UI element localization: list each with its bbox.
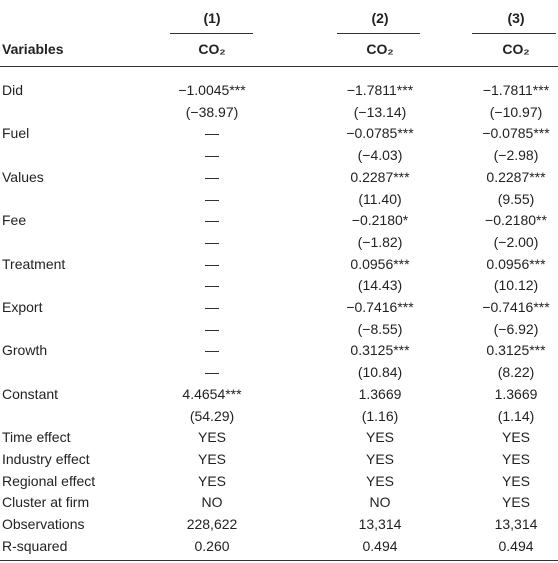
cell: −1.0045*** (178, 82, 246, 98)
cell: YES (365, 450, 395, 467)
cell: −1.7811*** (482, 82, 550, 98)
bottom-rule (0, 560, 558, 561)
row-label: Fuel (2, 125, 30, 142)
cell: (9.55) (497, 190, 535, 207)
cell: YES (197, 450, 227, 467)
column-rule (472, 33, 556, 34)
cell: −1.7811*** (346, 82, 414, 98)
row-label: R-squared (2, 537, 68, 554)
cell: YES (365, 472, 395, 489)
cell: 0.3125*** (486, 342, 546, 359)
row-label: Values (2, 168, 44, 185)
cell: −0.2180* (351, 212, 409, 229)
column-rule (170, 33, 253, 34)
cell: 0.0956*** (486, 255, 546, 272)
cell: 1.3669 (494, 385, 538, 402)
cell: YES (501, 494, 531, 511)
column-number: (2) (371, 10, 389, 26)
cell: YES (197, 472, 227, 489)
column-number: (1) (203, 10, 221, 26)
cell: — (205, 212, 219, 229)
row-label: Observations (2, 516, 85, 532)
row-label: Growth (2, 342, 48, 359)
header-rule (0, 66, 558, 67)
column-number: (3) (507, 10, 525, 26)
cell: (−2.98) (493, 147, 539, 164)
cell: (−6.92) (493, 320, 539, 337)
cell: −0.7416*** (346, 299, 414, 315)
cell: 1.3669 (358, 385, 402, 402)
cell: −0.2180** (485, 212, 547, 229)
cell: (−38.97) (185, 103, 239, 120)
header-label: Variables (2, 41, 64, 57)
cell: (14.43) (357, 277, 403, 294)
cell: YES (365, 429, 395, 446)
cell: 13,314 (494, 516, 538, 532)
row-label: Cluster at firm (2, 494, 90, 511)
cell: — (205, 277, 219, 294)
cell: — (205, 168, 219, 185)
cell: 228,622 (186, 516, 238, 532)
cell: 0.2287*** (350, 168, 410, 185)
cell: 0.494 (498, 537, 534, 554)
cell: (−10.97) (489, 103, 543, 120)
cell: — (205, 342, 219, 359)
cell: — (205, 125, 219, 142)
row-label: Industry effect (2, 450, 90, 467)
cell: −0.0785*** (482, 125, 550, 142)
cell: NO (369, 494, 391, 511)
cell: 4.4654*** (182, 385, 242, 402)
cell: — (205, 233, 219, 250)
cell: 0.260 (194, 537, 230, 554)
cell: 0.494 (362, 537, 398, 554)
cell: NO (201, 494, 223, 511)
header-label: CO₂ (502, 41, 530, 57)
cell: — (205, 190, 219, 207)
header-label: CO₂ (366, 41, 394, 57)
cell: (1.14) (497, 407, 535, 424)
cell: (10.12) (493, 277, 539, 294)
cell: 0.2287*** (486, 168, 546, 185)
cell: YES (501, 472, 531, 489)
row-label: Export (2, 299, 43, 315)
cell: 13,314 (358, 516, 402, 532)
cell: −0.0785*** (346, 125, 414, 142)
cell: (−1.82) (357, 233, 403, 250)
cell: — (205, 255, 219, 272)
cell: — (205, 299, 219, 315)
row-label: Regional effect (2, 472, 96, 489)
cell: (54.29) (189, 407, 235, 424)
row-label: Did (2, 82, 24, 98)
cell: (−2.00) (493, 233, 539, 250)
cell: (−13.14) (353, 103, 407, 120)
cell: — (205, 364, 219, 381)
cell: — (205, 147, 219, 164)
cell: (−4.03) (357, 147, 403, 164)
header-label: CO₂ (198, 41, 226, 57)
row-label: Time effect (2, 429, 71, 446)
cell: YES (501, 450, 531, 467)
cell: 0.0956*** (350, 255, 410, 272)
cell: (8.22) (497, 364, 535, 381)
cell: (10.84) (357, 364, 403, 381)
row-label: Constant (2, 385, 59, 402)
column-rule (337, 33, 420, 34)
cell: (1.16) (361, 407, 399, 424)
row-label: Fee (2, 212, 27, 229)
row-label: Treatment (2, 255, 66, 272)
cell: YES (197, 429, 227, 446)
cell: (−8.55) (357, 320, 403, 337)
cell: 0.3125*** (350, 342, 410, 359)
cell: −0.7416*** (482, 299, 550, 315)
cell: YES (501, 429, 531, 446)
cell: (11.40) (358, 190, 402, 207)
cell: — (205, 320, 219, 337)
